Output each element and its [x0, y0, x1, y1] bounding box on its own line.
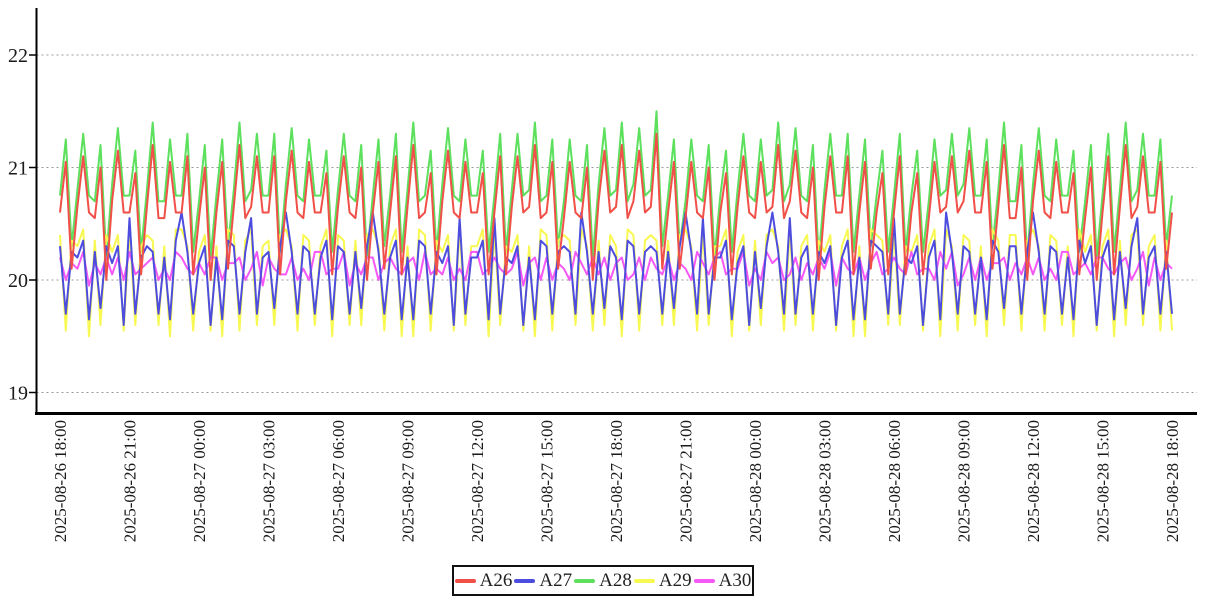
x-axis-tick-label: 2025-08-28 09:00: [954, 420, 973, 542]
series-line-a26: [59, 132, 1173, 281]
legend-label: A30: [718, 569, 752, 591]
series-line-a28: [59, 110, 1173, 259]
x-axis-tick-label: 2025-08-28 00:00: [746, 420, 765, 542]
legend-label: A28: [599, 569, 632, 591]
x-axis-tick-label: 2025-08-27 06:00: [329, 420, 348, 542]
legend-label: A27: [539, 569, 573, 591]
legend-label: A26: [479, 569, 513, 591]
legend-swatch-a28: [574, 578, 596, 583]
y-axis-tick-label: 20: [8, 270, 28, 292]
series-line-a27: [59, 211, 1173, 326]
y-axis-tick-label: 22: [8, 45, 28, 67]
legend-item-a30: A30: [693, 569, 752, 592]
legend-swatch-a29: [633, 578, 655, 583]
y-axis-tick-label: 21: [8, 158, 28, 180]
x-axis-tick-label: 2025-08-27 03:00: [259, 420, 278, 542]
x-axis-tick-label: 2025-08-27 18:00: [607, 420, 626, 542]
x-axis-tick-label: 2025-08-28 06:00: [885, 420, 904, 542]
legend-item-a28: A28: [574, 570, 632, 592]
legend-swatch-a30: [693, 578, 715, 583]
x-axis-tick-label: 2025-08-27 21:00: [676, 420, 695, 542]
legend: A26 A27 A28 A29 A30: [452, 565, 754, 596]
x-axis-tick-label: 2025-08-28 15:00: [1093, 420, 1112, 542]
legend-swatch-a27: [514, 578, 536, 583]
series-line-a29: [59, 228, 1173, 338]
x-axis-tick-label: 2025-08-28 12:00: [1024, 420, 1043, 542]
legend-label: A29: [658, 569, 692, 591]
x-axis-tick-label: 2025-08-26 21:00: [120, 420, 139, 542]
x-axis-tick-label: 2025-08-26 18:00: [51, 420, 70, 542]
x-axis-tick-label: 2025-08-27 12:00: [468, 420, 487, 542]
x-axis-tick-label: 2025-08-28 18:00: [1163, 420, 1182, 542]
legend-swatch-a26: [454, 578, 476, 583]
y-axis-tick-label: 19: [8, 383, 28, 405]
x-axis-tick-label: 2025-08-27 15:00: [537, 420, 556, 542]
x-axis-tick-label: 2025-08-27 00:00: [190, 420, 209, 542]
legend-item-a27: A27: [514, 570, 572, 592]
legend-item-a26: A26: [454, 569, 513, 592]
legend-item-a29: A29: [633, 569, 692, 592]
x-axis-tick-label: 2025-08-27 09:00: [398, 420, 417, 542]
x-axis-tick-label: 2025-08-28 03:00: [815, 420, 834, 542]
